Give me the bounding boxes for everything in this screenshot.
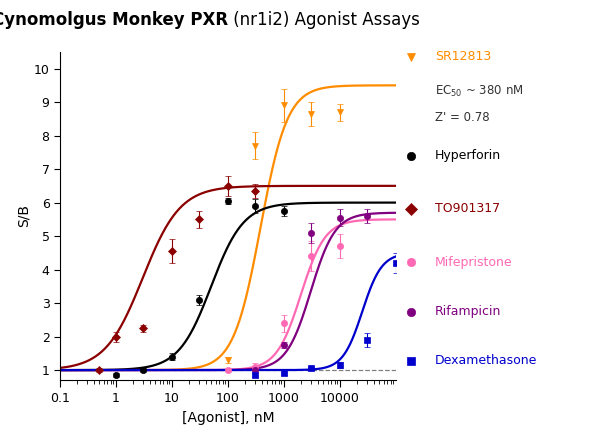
Text: Z' = 0.78: Z' = 0.78 <box>434 111 489 124</box>
Text: Dexamethasone: Dexamethasone <box>434 355 537 368</box>
Text: TO901317: TO901317 <box>434 203 500 216</box>
Text: Rifampicin: Rifampicin <box>434 305 501 318</box>
X-axis label: [Agonist], nM: [Agonist], nM <box>182 410 274 425</box>
Text: SR12813: SR12813 <box>434 51 491 64</box>
Text: EC$_{50}$ ~ 380 nM: EC$_{50}$ ~ 380 nM <box>434 83 523 98</box>
Text: (nr1i2) Agonist Assays: (nr1i2) Agonist Assays <box>228 11 420 29</box>
Y-axis label: S/B: S/B <box>17 204 31 228</box>
Text: Cynomolgus Monkey PXR: Cynomolgus Monkey PXR <box>0 11 228 29</box>
Text: Hyperforin: Hyperforin <box>434 149 501 162</box>
Text: Mifepristone: Mifepristone <box>434 256 512 269</box>
